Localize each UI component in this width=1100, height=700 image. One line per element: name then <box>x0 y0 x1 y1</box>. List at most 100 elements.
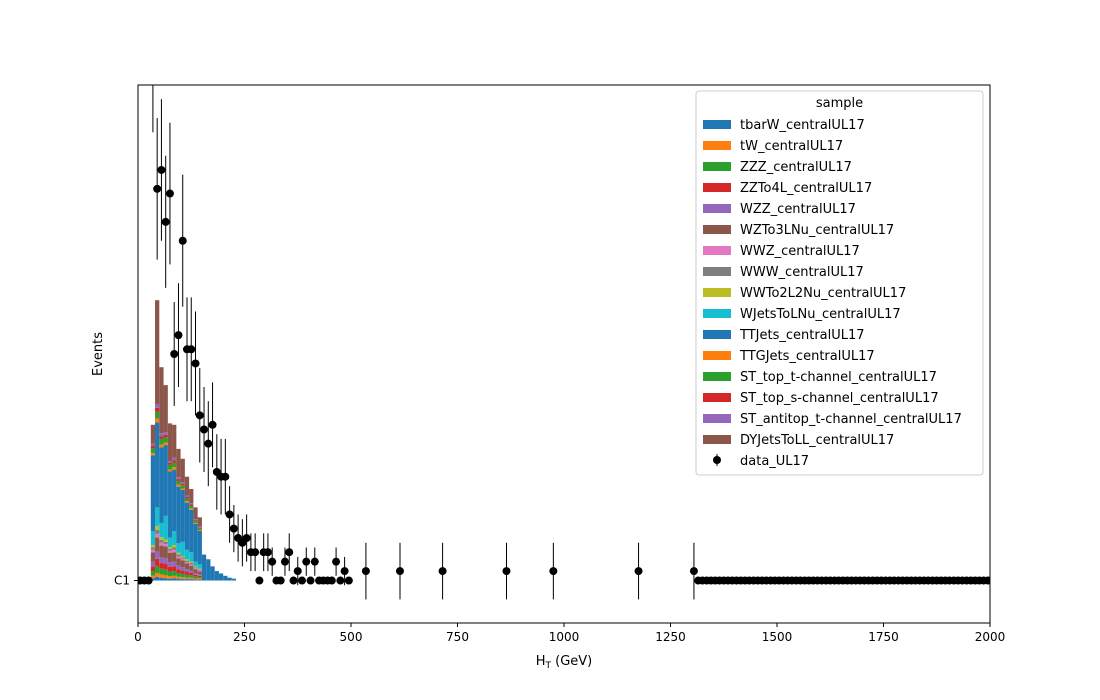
data-point-7 <box>165 189 174 198</box>
legend-label-10: TTJets_centralUL17 <box>739 328 865 343</box>
data-point-5 <box>157 165 166 174</box>
bar-ST_antitop_t-channel_centralUL17-0 <box>150 443 156 447</box>
data-point-37 <box>293 567 302 576</box>
bar-tbarW_centralUL17-10 <box>193 579 198 581</box>
bar-WZTo3LNu_centralUL17-9 <box>189 565 194 571</box>
bar-ZZZ_centralUL17-3 <box>163 569 168 576</box>
data-point-36 <box>289 576 298 585</box>
legend-swatch-4 <box>703 204 731 213</box>
bar-tW_centralUL17-8 <box>184 577 190 580</box>
legend-swatch-7 <box>703 267 731 276</box>
bar-TTJets_centralUL17-17 <box>223 575 228 581</box>
bar-ST_top_s-channel_centralUL17-9 <box>189 504 194 506</box>
bar-ST_antitop_t-channel_centralUL17-3 <box>163 432 168 435</box>
bar-WWTo2L2Nu_centralUL17-1 <box>155 526 160 531</box>
bar-ST_top_s-channel_centralUL17-4 <box>167 463 173 465</box>
data-point-2 <box>144 576 153 585</box>
bar-WZTo3LNu_centralUL17-11 <box>197 571 202 575</box>
y-axis-label: Events <box>91 332 106 376</box>
bar-ST_top_t-channel_centralUL17-3 <box>163 437 168 443</box>
bar-TTJets_centralUL17-2 <box>159 447 164 523</box>
bar-ST_antitop_t-channel_centralUL17-9 <box>189 503 194 505</box>
bar-ZZTo4L_centralUL17-2 <box>159 563 164 569</box>
data-point-39 <box>302 557 311 566</box>
bar-TTGJets_centralUL17-10 <box>193 522 198 524</box>
bar-WJetsToLNu_centralUL17-1 <box>155 507 160 527</box>
bar-WWW_centralUL17-8 <box>184 560 190 563</box>
bar-ST_antitop_t-channel_centralUL17-7 <box>180 482 185 484</box>
bar-WWZ_centralUL17-10 <box>193 568 198 570</box>
bar-WZZ_centralUL17-6 <box>176 565 181 570</box>
bar-WZZ_centralUL17-8 <box>184 569 190 573</box>
data-point-16 <box>204 439 213 448</box>
legend-swatch-9 <box>703 309 731 318</box>
legend-label-9: WJetsToLNu_centralUL17 <box>740 307 901 322</box>
legend-label-0: tbarW_centralUL17 <box>740 118 865 133</box>
bar-TTJets_centralUL17-18 <box>227 577 232 581</box>
bar-ST_antitop_t-channel_centralUL17-11 <box>197 526 202 528</box>
data-point-49 <box>344 576 353 585</box>
bar-ST_top_t-channel_centralUL17-1 <box>155 411 160 419</box>
bar-ST_top_t-channel_centralUL17-6 <box>176 480 181 485</box>
bar-TTJets_centralUL17-3 <box>163 445 168 516</box>
bar-WWW_centralUL17-6 <box>176 554 181 557</box>
bar-WWTo2L2Nu_centralUL17-11 <box>197 568 202 570</box>
data-point-8 <box>170 350 179 358</box>
bar-ST_antitop_t-channel_centralUL17-8 <box>184 495 190 497</box>
bar-ST_top_t-channel_centralUL17-2 <box>159 438 164 445</box>
bar-tW_centralUL17-4 <box>167 576 173 579</box>
bar-WWW_centralUL17-3 <box>163 541 168 545</box>
bar-TTGJets_centralUL17-3 <box>163 442 168 446</box>
bar-WWTo2L2Nu_centralUL17-3 <box>163 539 168 542</box>
bar-ZZZ_centralUL17-8 <box>184 574 190 578</box>
bar-ZZZ_centralUL17-0 <box>150 571 156 576</box>
bar-WWZ_centralUL17-0 <box>150 549 156 553</box>
legend-swatch-3 <box>703 183 731 192</box>
y-tick-label-0: C1 <box>114 574 130 588</box>
bar-WWTo2L2Nu_centralUL17-6 <box>176 552 181 555</box>
bar-WWZ_centralUL17-7 <box>180 558 185 561</box>
bar-ZZZ_centralUL17-2 <box>159 568 164 575</box>
bar-WWW_centralUL17-1 <box>155 530 160 534</box>
bar-TTGJets_centralUL17-1 <box>155 418 160 423</box>
bar-WZZ_centralUL17-0 <box>150 561 156 567</box>
bar-tW_centralUL17-5 <box>172 575 177 579</box>
bar-WWW_centralUL17-10 <box>193 567 198 569</box>
bar-WWTo2L2Nu_centralUL17-8 <box>184 559 190 561</box>
bar-DYJetsToLL_centralUL17-4 <box>167 423 173 462</box>
data-point-17 <box>208 420 217 429</box>
bar-WZZ_centralUL17-3 <box>163 558 168 565</box>
bar-tW_centralUL17-6 <box>176 576 181 579</box>
bar-TTJets_centralUL17-7 <box>180 489 185 542</box>
x-tick-label-1: 250 <box>233 630 256 644</box>
bar-ZZZ_centralUL17-5 <box>172 571 177 576</box>
bar-TTJets_centralUL17-0 <box>150 455 156 531</box>
bar-tW_centralUL17-11 <box>197 578 202 580</box>
legend-label-1: tW_centralUL17 <box>740 139 843 154</box>
bar-DYJetsToLL_centralUL17-5 <box>172 424 177 458</box>
bar-WJetsToLNu_centralUL17-2 <box>159 522 164 538</box>
bar-ZZZ_centralUL17-11 <box>197 577 202 579</box>
bar-ST_top_s-channel_centralUL17-2 <box>159 436 164 439</box>
bar-tbarW_centralUL17-1 <box>155 576 160 581</box>
data-point-55 <box>634 567 643 576</box>
bar-TTJets_centralUL17-1 <box>155 422 160 508</box>
bar-WZZ_centralUL17-9 <box>189 570 194 573</box>
bar-DYJetsToLL_centralUL17-6 <box>176 448 181 478</box>
bar-ST_top_t-channel_centralUL17-5 <box>172 462 177 468</box>
data-point-9 <box>174 331 183 340</box>
bar-TTGJets_centralUL17-7 <box>180 488 185 490</box>
bar-tbarW_centralUL17-2 <box>159 577 164 581</box>
data-points <box>138 85 990 600</box>
bar-ST_top_t-channel_centralUL17-4 <box>167 464 173 470</box>
data-point-33 <box>276 576 285 585</box>
bar-tbarW_centralUL17-4 <box>167 578 173 581</box>
bar-WWTo2L2Nu_centralUL17-10 <box>193 566 198 568</box>
bar-WJetsToLNu_centralUL17-10 <box>193 561 198 567</box>
bar-ZZTo4L_centralUL17-11 <box>197 575 202 578</box>
bar-TTJets_centralUL17-12 <box>201 554 207 581</box>
legend-label-14: ST_antitop_t-channel_centralUL17 <box>740 412 962 427</box>
bar-TTGJets_centralUL17-11 <box>197 530 202 531</box>
bar-ST_top_s-channel_centralUL17-10 <box>193 520 198 522</box>
